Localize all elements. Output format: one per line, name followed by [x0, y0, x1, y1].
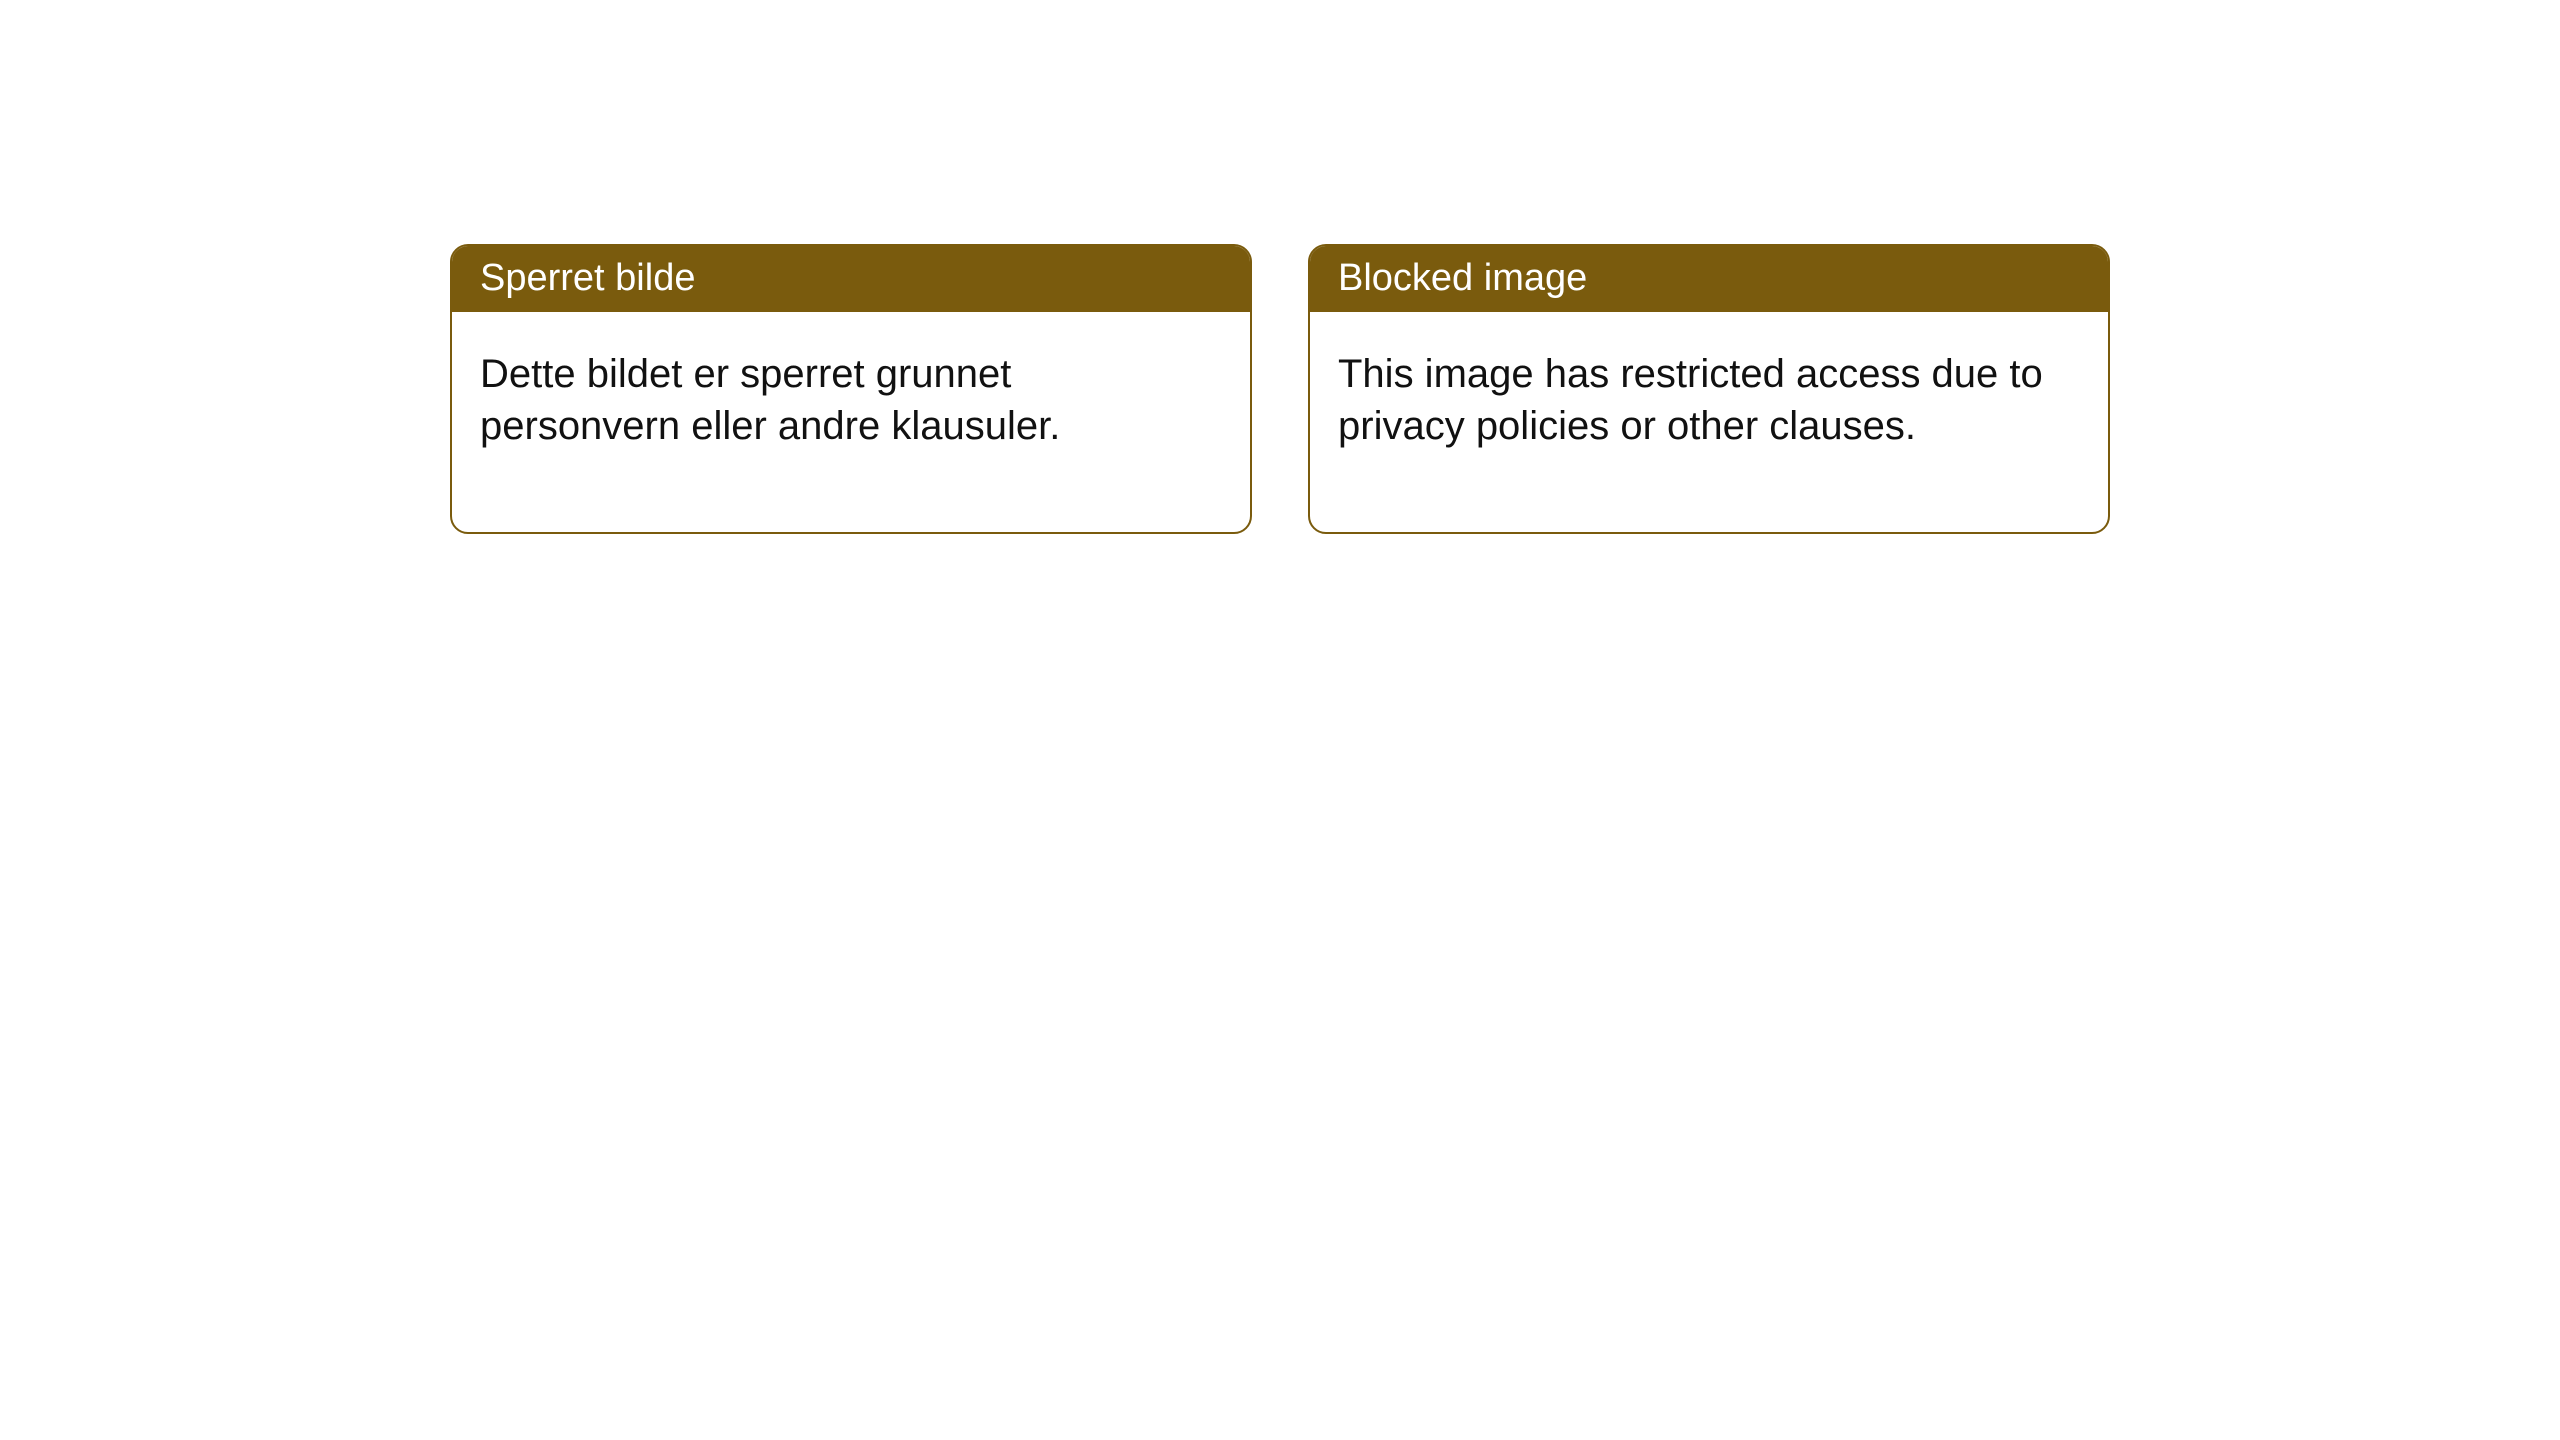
notice-card-header: Sperret bilde	[452, 246, 1250, 312]
notice-card-title: Blocked image	[1338, 257, 1587, 299]
notice-card-body: This image has restricted access due to …	[1310, 312, 2108, 532]
notice-card-body-text: This image has restricted access due to …	[1338, 352, 2043, 448]
notice-cards-container: Sperret bilde Dette bildet er sperret gr…	[0, 0, 2560, 534]
notice-card-english: Blocked image This image has restricted …	[1308, 244, 2110, 534]
notice-card-body-text: Dette bildet er sperret grunnet personve…	[480, 352, 1060, 448]
notice-card-norwegian: Sperret bilde Dette bildet er sperret gr…	[450, 244, 1252, 534]
notice-card-header: Blocked image	[1310, 246, 2108, 312]
notice-card-title: Sperret bilde	[480, 257, 695, 299]
notice-card-body: Dette bildet er sperret grunnet personve…	[452, 312, 1250, 532]
